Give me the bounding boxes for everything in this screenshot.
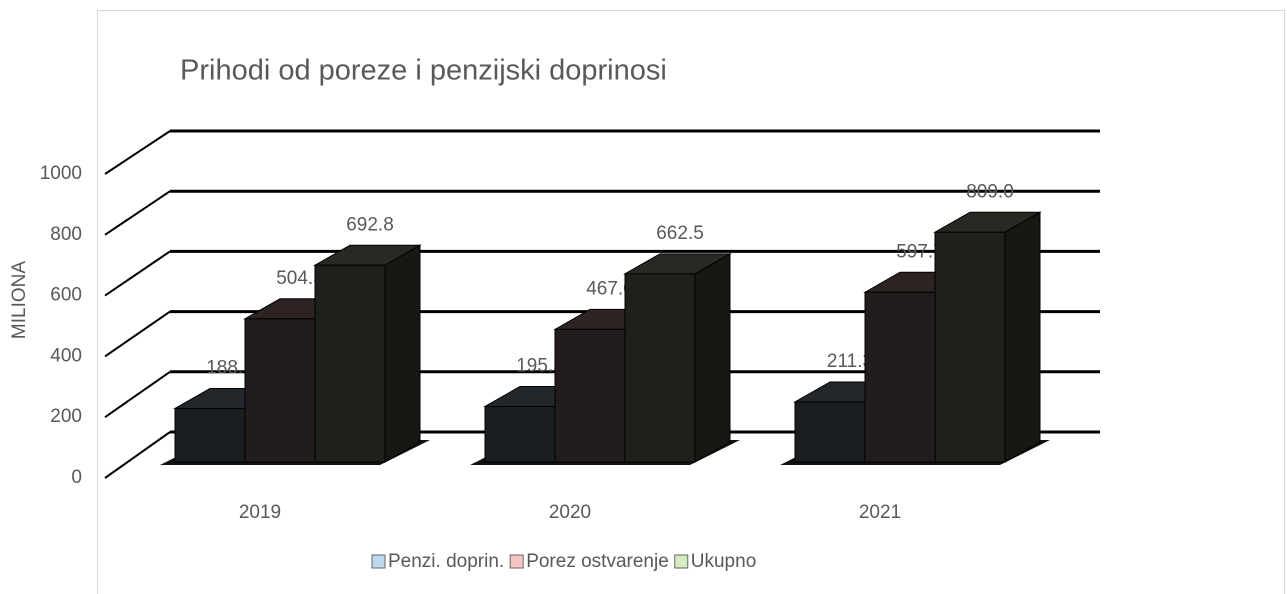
- bar: [794, 401, 866, 463]
- bar: [314, 264, 386, 463]
- bar-side: [384, 244, 421, 463]
- legend-swatch: [674, 554, 689, 569]
- grid-line: [104, 130, 171, 175]
- bar: [554, 328, 626, 463]
- grid-line: [104, 370, 171, 419]
- legend-label: Penzi. doprin.: [388, 551, 504, 572]
- grid-line: [104, 250, 171, 297]
- bar-side: [694, 252, 731, 463]
- y-tick-label: 0: [71, 467, 82, 488]
- data-label: 188.5: [206, 357, 254, 378]
- bar-side: [1004, 211, 1041, 463]
- data-label: 692.8: [346, 214, 394, 235]
- legend-swatch: [509, 554, 524, 569]
- legend-swatch: [371, 554, 386, 569]
- data-label: 467.0: [586, 278, 634, 299]
- data-label: 504.3: [276, 268, 324, 289]
- chart-title: Prihodi od poreze i penzijski doprinosi: [180, 55, 667, 87]
- data-label: 597.7: [896, 241, 944, 262]
- data-label: 195.5: [516, 355, 564, 376]
- grid-line: [104, 190, 171, 236]
- bar: [244, 318, 316, 463]
- data-label: 211.3: [827, 351, 873, 372]
- y-tick-label: 400: [50, 345, 82, 366]
- x-tick-label: 2019: [239, 502, 281, 523]
- x-tick-label: 2020: [549, 502, 591, 523]
- bar: [934, 231, 1006, 463]
- x-tick-label: 2021: [859, 502, 901, 523]
- bar: [864, 291, 936, 463]
- legend-label: Ukupno: [691, 551, 757, 572]
- bar: [484, 405, 556, 463]
- y-tick-label: 600: [50, 285, 82, 306]
- data-label: 809.0: [966, 181, 1014, 202]
- grid-line: [104, 310, 171, 358]
- y-axis-label: MILIONA: [9, 261, 30, 339]
- y-tick-label: 800: [50, 224, 82, 245]
- grid-line: [104, 431, 171, 479]
- y-tick-label: 200: [50, 406, 82, 427]
- bar: [174, 407, 246, 463]
- y-tick-label: 1000: [40, 163, 82, 184]
- bar: [624, 273, 696, 463]
- legend-label: Porez ostvarenje: [526, 551, 669, 572]
- data-label: 662.5: [656, 223, 704, 244]
